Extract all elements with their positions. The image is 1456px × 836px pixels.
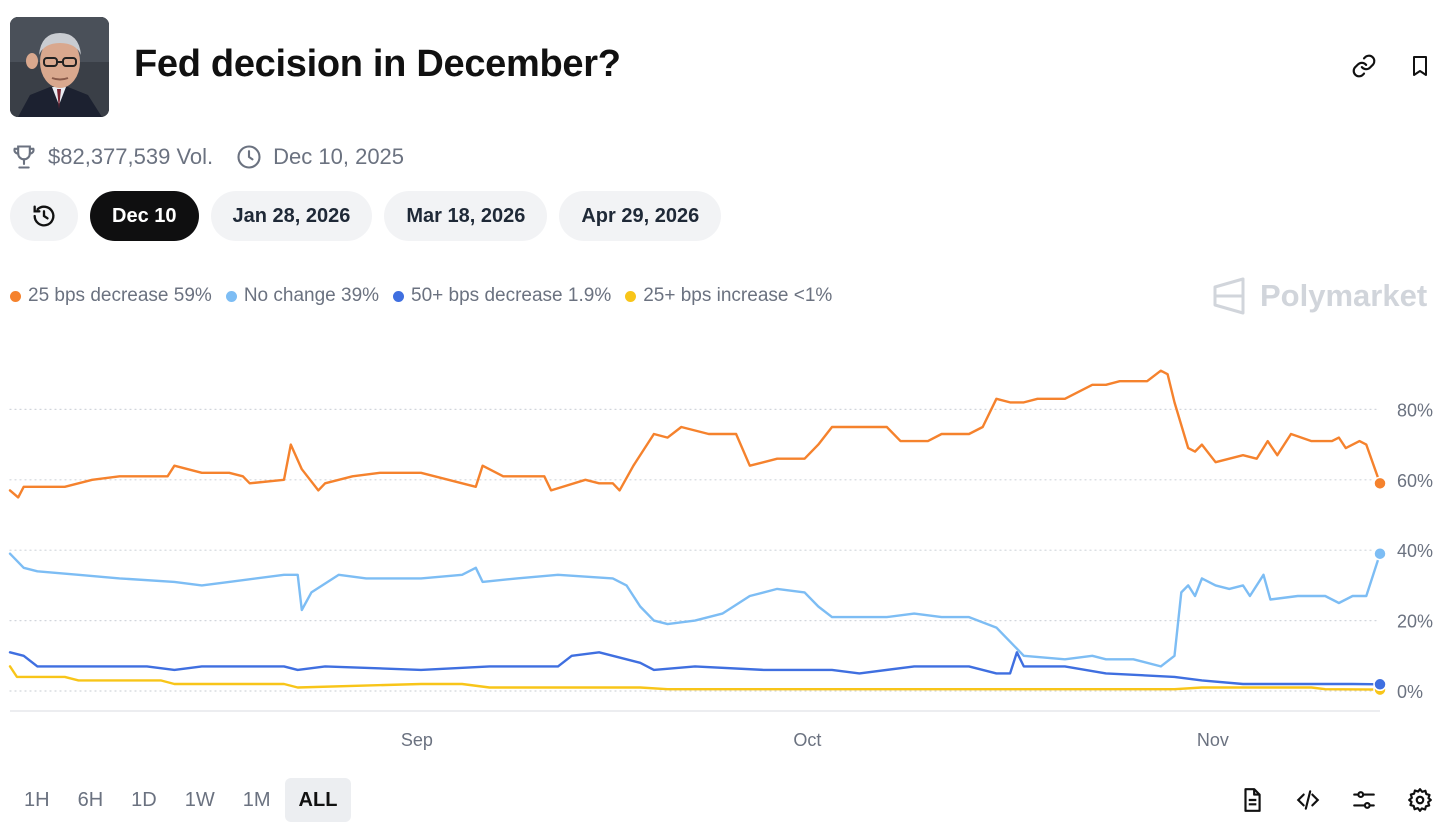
history-button[interactable]	[10, 191, 78, 241]
y-tick-label: 20%	[1397, 612, 1433, 632]
code-icon	[1296, 790, 1320, 810]
y-tick-label: 60%	[1397, 471, 1433, 491]
legend-dot	[10, 290, 21, 302]
legend-item: 50+ bps decrease 1.9%	[393, 285, 611, 307]
market-title: Fed decision in December?	[134, 43, 621, 85]
series-line	[8, 369, 1382, 499]
polymarket-icon	[1213, 277, 1245, 315]
copy-link-button[interactable]	[1348, 50, 1380, 82]
polymarket-logo: Polymarket	[1212, 277, 1427, 315]
market-meta: $82,377,539 Vol. Dec 10, 2025	[10, 140, 404, 174]
legend-name: No change	[243, 285, 336, 306]
legend-name: 50+ bps decrease	[411, 285, 563, 306]
legend-value: 59%	[173, 285, 212, 306]
rules-button[interactable]	[1235, 783, 1269, 817]
y-tick-label: 0%	[1397, 682, 1423, 702]
x-tick-label: Sep	[401, 730, 433, 750]
time-range-tabs: 1H 6H 1D 1W 1M ALL	[10, 778, 352, 822]
gear-icon	[1408, 788, 1432, 812]
range-1w[interactable]: 1W	[184, 788, 215, 811]
legend-value: 39%	[341, 285, 380, 306]
history-icon	[33, 205, 55, 227]
settings-button[interactable]	[1403, 783, 1437, 817]
series-line	[8, 552, 1382, 668]
tab-apr-29-2026[interactable]: Apr 29, 2026	[559, 191, 722, 241]
tab-jan-28-2026[interactable]: Jan 28, 2026	[210, 191, 373, 241]
range-6h[interactable]: 6H	[77, 788, 104, 811]
clock-icon	[237, 145, 261, 169]
market-avatar-image	[10, 17, 109, 117]
bookmark-button[interactable]	[1404, 50, 1436, 82]
legend-value: 1.9%	[567, 285, 612, 306]
series-line	[8, 665, 1382, 691]
end-date-text: Dec 10, 2025	[273, 144, 405, 169]
legend-dot	[625, 290, 637, 302]
legend-name: 25 bps decrease	[28, 285, 169, 306]
market-header: Fed decision in December?	[10, 17, 1446, 117]
bookmark-icon	[1413, 56, 1427, 76]
y-tick-label: 80%	[1397, 400, 1433, 420]
volume-text: $82,377,539 Vol.	[48, 144, 214, 169]
legend-item: 25 bps decrease 59%	[10, 285, 212, 307]
range-1m[interactable]: 1M	[242, 788, 271, 811]
chart-filters-button[interactable]	[1347, 783, 1381, 817]
tab-dec-10[interactable]: Dec 10	[90, 191, 199, 241]
series-endpoint	[1373, 476, 1387, 491]
tab-mar-18-2026[interactable]: Mar 18, 2026	[384, 191, 548, 241]
range-1h[interactable]: 1H	[24, 788, 50, 811]
end-date-info: Dec 10, 2025	[235, 143, 404, 171]
sliders-icon	[1353, 791, 1375, 809]
legend-dot	[225, 290, 237, 302]
date-tabs: Dec 10 Jan 28, 2026 Mar 18, 2026 Apr 29,…	[10, 191, 722, 241]
legend-item: No change 39%	[225, 285, 380, 307]
range-1d[interactable]: 1D	[131, 788, 157, 811]
trophy-icon	[13, 145, 35, 169]
legend-name: 25+ bps increase	[643, 285, 789, 306]
series-line	[8, 651, 1382, 686]
legend-item: 25+ bps increase <1%	[625, 285, 832, 307]
document-icon	[1244, 788, 1261, 812]
x-tick-label: Oct	[793, 730, 821, 750]
link-icon	[1352, 54, 1376, 78]
series-endpoint	[1373, 546, 1387, 561]
embed-button[interactable]	[1291, 783, 1325, 817]
y-tick-label: 40%	[1397, 541, 1433, 561]
series-endpoint	[1373, 677, 1387, 692]
x-tick-label: Nov	[1197, 730, 1229, 750]
range-all[interactable]: ALL	[284, 778, 352, 822]
price-history-chart[interactable]: 0% 20% 40% 60% 80% Sep Oct Nov	[0, 350, 1456, 750]
brand-name: Polymarket	[1260, 278, 1428, 313]
volume-info: $82,377,539 Vol.	[10, 143, 213, 171]
legend-dot	[393, 290, 405, 302]
legend-value: <1%	[793, 285, 833, 306]
chart-legend: 25 bps decrease 59% No change 39% 50+ bp…	[10, 285, 832, 307]
